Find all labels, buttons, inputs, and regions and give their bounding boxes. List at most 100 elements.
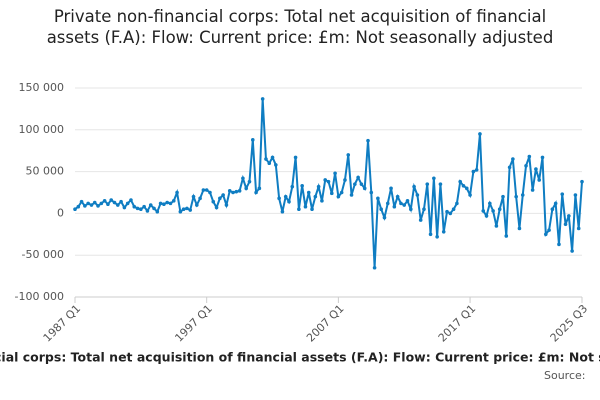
point [474,168,479,172]
point [165,200,169,205]
point [171,199,176,203]
point [115,203,120,207]
point [175,190,179,195]
point [195,203,199,207]
point [376,196,380,201]
point [392,204,397,209]
point [415,193,420,197]
point [211,199,216,204]
point [494,224,499,228]
point [83,204,87,208]
x-tick-label: 2017 Q1 [436,302,479,345]
point [520,193,525,197]
point [224,203,229,207]
point [573,193,578,197]
point [432,176,436,181]
point [540,155,545,160]
point [369,190,374,195]
point [491,209,495,213]
point [178,209,183,214]
point [359,182,364,186]
point [438,182,443,186]
point [349,193,354,197]
point [185,206,189,211]
point [218,196,222,201]
x-tick-label: 1997 Q1 [172,302,215,345]
point [448,211,453,216]
point [129,198,133,202]
point [297,207,301,212]
point [79,199,84,204]
point [550,207,555,212]
point [267,161,272,166]
point [122,205,127,210]
point [362,186,367,191]
point [188,208,193,212]
point [162,202,166,207]
point [208,190,212,195]
point [125,201,130,206]
point [109,198,114,202]
point [471,169,476,174]
point [73,207,77,212]
point [353,182,357,186]
point [468,193,472,197]
point [86,201,90,206]
point [409,207,413,212]
point [511,157,515,161]
point [563,222,568,227]
point [76,204,81,209]
point [158,201,163,206]
caption: cial corps: Total net acquisition of fin… [0,350,600,365]
point [501,194,505,199]
point [435,235,439,239]
point [484,214,489,218]
point [399,201,403,206]
point [310,207,314,212]
point [280,209,285,214]
point [181,207,186,212]
point [92,200,97,205]
point [547,228,551,232]
y-tick-label: -50 000 [22,248,64,261]
point [534,167,538,171]
point [425,182,430,186]
point [148,203,153,207]
point [106,202,110,207]
point [89,203,94,207]
point [142,204,146,209]
point [316,184,321,189]
point [139,207,143,212]
point [333,171,337,176]
point [580,179,584,184]
point [247,179,252,184]
point [560,192,565,196]
point [497,207,502,212]
point [214,205,219,210]
point [257,186,262,191]
point [576,226,581,231]
point [287,199,291,204]
point [382,215,387,220]
point [234,189,239,194]
point [323,178,328,182]
point [329,191,334,196]
point [339,190,344,195]
point [543,232,548,237]
y-tick-label: 150 000 [19,81,65,94]
point [343,178,347,182]
point [96,204,100,208]
point [504,234,509,238]
point [204,188,209,192]
point [527,154,532,159]
point [412,184,416,189]
point [402,203,407,207]
point [135,206,140,211]
point [260,97,265,101]
point [191,194,196,199]
point [119,199,123,204]
point [537,178,542,182]
point [274,163,278,167]
point [530,188,535,192]
